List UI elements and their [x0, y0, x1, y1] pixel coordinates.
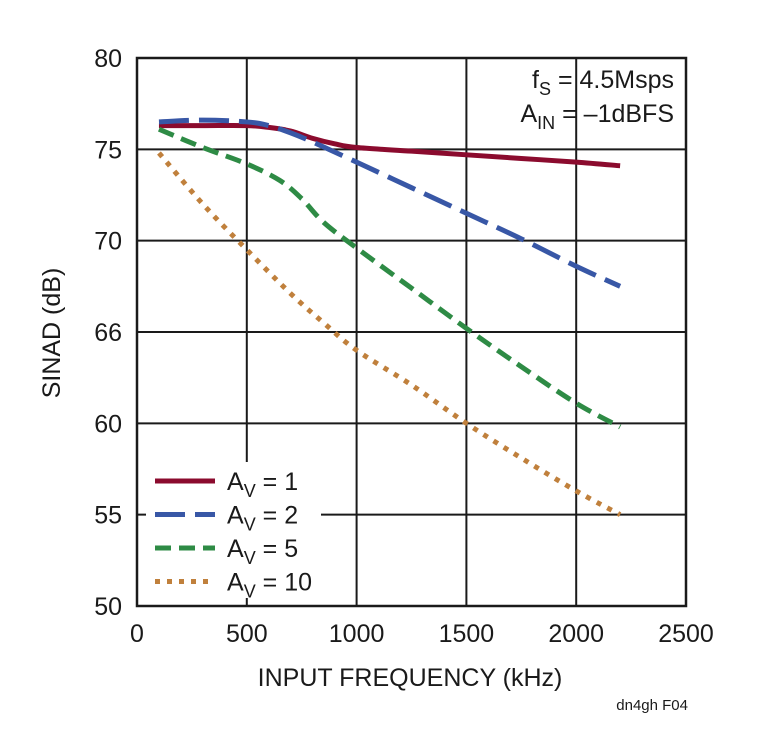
- y-axis-title: SINAD (dB): [38, 268, 66, 399]
- series-line-2: [158, 117, 622, 289]
- x-tick-labels: 0 500 1000 1500 2000 2500: [130, 620, 714, 648]
- legend-label-3: AV = 5: [227, 535, 298, 568]
- legend-label-2: AV = 2: [227, 502, 298, 535]
- x-tick-label: 1500: [439, 620, 495, 648]
- y-tick-label: 80: [94, 45, 122, 73]
- y-tick-label: 66: [94, 319, 122, 347]
- y-tick-label: 50: [94, 593, 122, 621]
- legend-label-1: AV = 1: [227, 468, 298, 501]
- x-tick-label: 1000: [329, 620, 385, 648]
- legend: AV = 1AV = 2AV = 5AV = 10: [155, 468, 312, 602]
- x-tick-label: 2500: [658, 620, 714, 648]
- series-line-4: [157, 151, 622, 517]
- annotation-2: AIN = –1dBFS: [520, 100, 674, 133]
- x-tick-label: 500: [226, 620, 268, 648]
- plot-frame: [135, 56, 688, 608]
- legend-background: [146, 462, 321, 598]
- series-line-3: [157, 126, 622, 430]
- x-tick-label: 2000: [548, 620, 604, 648]
- y-tick-label: 70: [94, 228, 122, 256]
- legend-label-4: AV = 10: [227, 569, 312, 602]
- y-tick-label: 60: [94, 410, 122, 438]
- x-axis-title: INPUT FREQUENCY (kHz): [258, 664, 563, 692]
- y-tick-labels: 50 55 60 66 70 75 80: [94, 45, 122, 621]
- x-tick-label: 0: [130, 620, 144, 648]
- series-line-1: [158, 122, 621, 169]
- annotation-1: fS = 4.5Msps: [532, 66, 674, 99]
- figure-footer: dn4gh F04: [616, 697, 688, 714]
- y-tick-label: 55: [94, 502, 122, 530]
- series-lines: [157, 117, 622, 517]
- y-tick-label: 75: [94, 136, 122, 164]
